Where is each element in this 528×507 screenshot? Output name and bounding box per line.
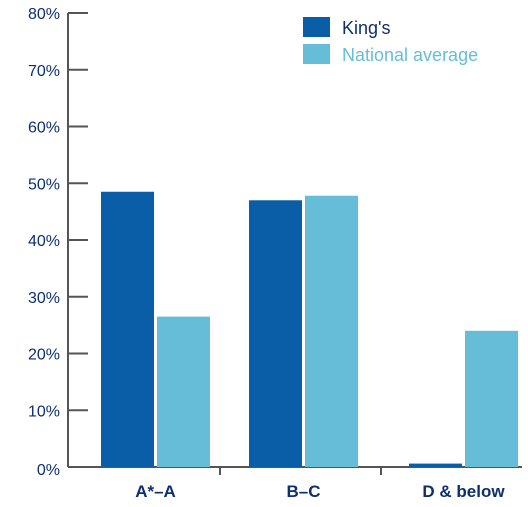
legend-label: King's xyxy=(342,18,390,38)
legend: King's National average xyxy=(303,17,478,65)
y-tick-label: 20% xyxy=(28,347,60,364)
x-category-label: D & below xyxy=(422,482,505,501)
x-category-label: B–C xyxy=(286,482,320,501)
y-tick-label: 70% xyxy=(28,63,60,80)
bar-national-average-2 xyxy=(465,330,518,467)
y-tick-label: 0% xyxy=(37,462,60,479)
y-tick-label: 80% xyxy=(28,6,60,23)
legend-swatch xyxy=(303,44,330,64)
bar-kings-2 xyxy=(409,463,462,467)
y-tick-label: 10% xyxy=(28,403,60,420)
y-tick-label: 50% xyxy=(28,176,60,193)
bar-kings-1 xyxy=(249,200,302,467)
legend-swatch xyxy=(303,17,330,37)
bar-national-average-1 xyxy=(305,195,358,468)
bar-kings-0 xyxy=(101,191,154,467)
x-category-label: A*–A xyxy=(135,482,176,501)
y-axis: 0% 10% 20% 30% 40% 50% 60% 70% 80% xyxy=(28,6,88,479)
bar-national-average-0 xyxy=(157,316,210,467)
y-tick-label: 30% xyxy=(28,290,60,307)
legend-label: National average xyxy=(342,45,478,65)
x-axis: A*–A B–C D & below xyxy=(68,466,522,501)
y-tick-label: 60% xyxy=(28,120,60,137)
y-tick-label: 40% xyxy=(28,233,60,250)
bars xyxy=(101,191,518,468)
